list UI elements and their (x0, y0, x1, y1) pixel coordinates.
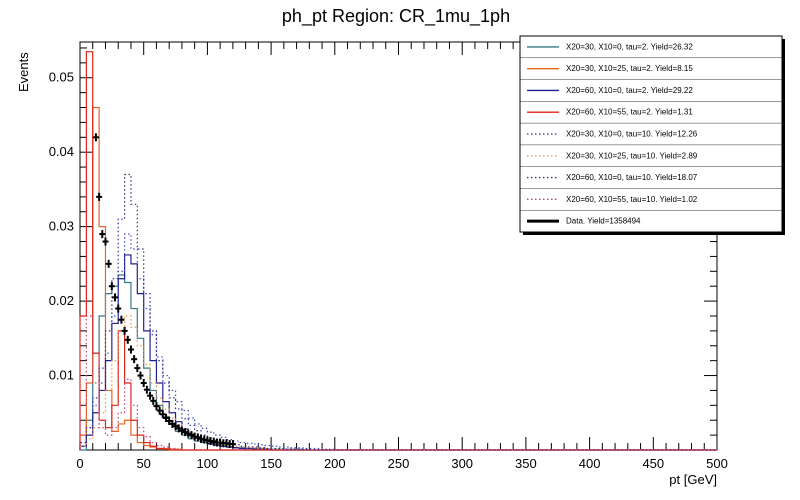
y-tick-label: 0.02 (49, 293, 74, 308)
x-tick-label: 500 (706, 456, 728, 471)
histogram-series-7 (79, 173, 717, 451)
legend-entry-label: X20=60, X10=55, tau=2. Yield=1.31 (566, 108, 693, 117)
x-tick-label: 150 (260, 456, 282, 471)
legend-entry-label: X20=60, X10=0, tau=2. Yield=29.22 (566, 86, 693, 95)
legend-entry-label: X20=60, X10=0, tau=10. Yield=18.07 (566, 173, 698, 182)
legend-entry-label: X20=30, X10=0, tau=10. Yield=12.26 (566, 130, 698, 139)
histogram-series-3 (79, 254, 717, 451)
legend-entry-label: X20=60, X10=55, tau=10. Yield=1.02 (566, 195, 698, 204)
x-tick-label: 200 (324, 456, 346, 471)
x-tick-label: 300 (451, 456, 473, 471)
y-tick-label: 0.03 (49, 219, 74, 234)
x-tick-label: 0 (76, 456, 83, 471)
legend-box (519, 35, 783, 233)
x-axis-title: pt [GeV] (669, 472, 717, 487)
y-tick-label: 0.04 (49, 144, 74, 159)
y-tick-label: 0.05 (49, 70, 74, 85)
x-tick-label: 350 (515, 456, 537, 471)
chart-title: ph_pt Region: CR_1mu_1ph (282, 6, 510, 27)
legend-entry-label: X20=30, X10=0, tau=2. Yield=26.32 (566, 42, 693, 51)
legend-entry-label: X20=30, X10=25, tau=10. Yield=2.89 (566, 151, 698, 160)
y-tick-label: 0.01 (49, 368, 74, 383)
y-axis-title: Events (16, 52, 31, 92)
x-tick-label: 100 (197, 456, 219, 471)
x-tick-label: 50 (136, 456, 150, 471)
x-tick-label: 450 (642, 456, 664, 471)
legend-entry-label: X20=30, X10=25, tau=2. Yield=8.15 (566, 64, 693, 73)
x-tick-label: 400 (579, 456, 601, 471)
legend-entry-label: Data. Yield=1358494 (566, 217, 641, 226)
x-tick-label: 250 (388, 456, 410, 471)
